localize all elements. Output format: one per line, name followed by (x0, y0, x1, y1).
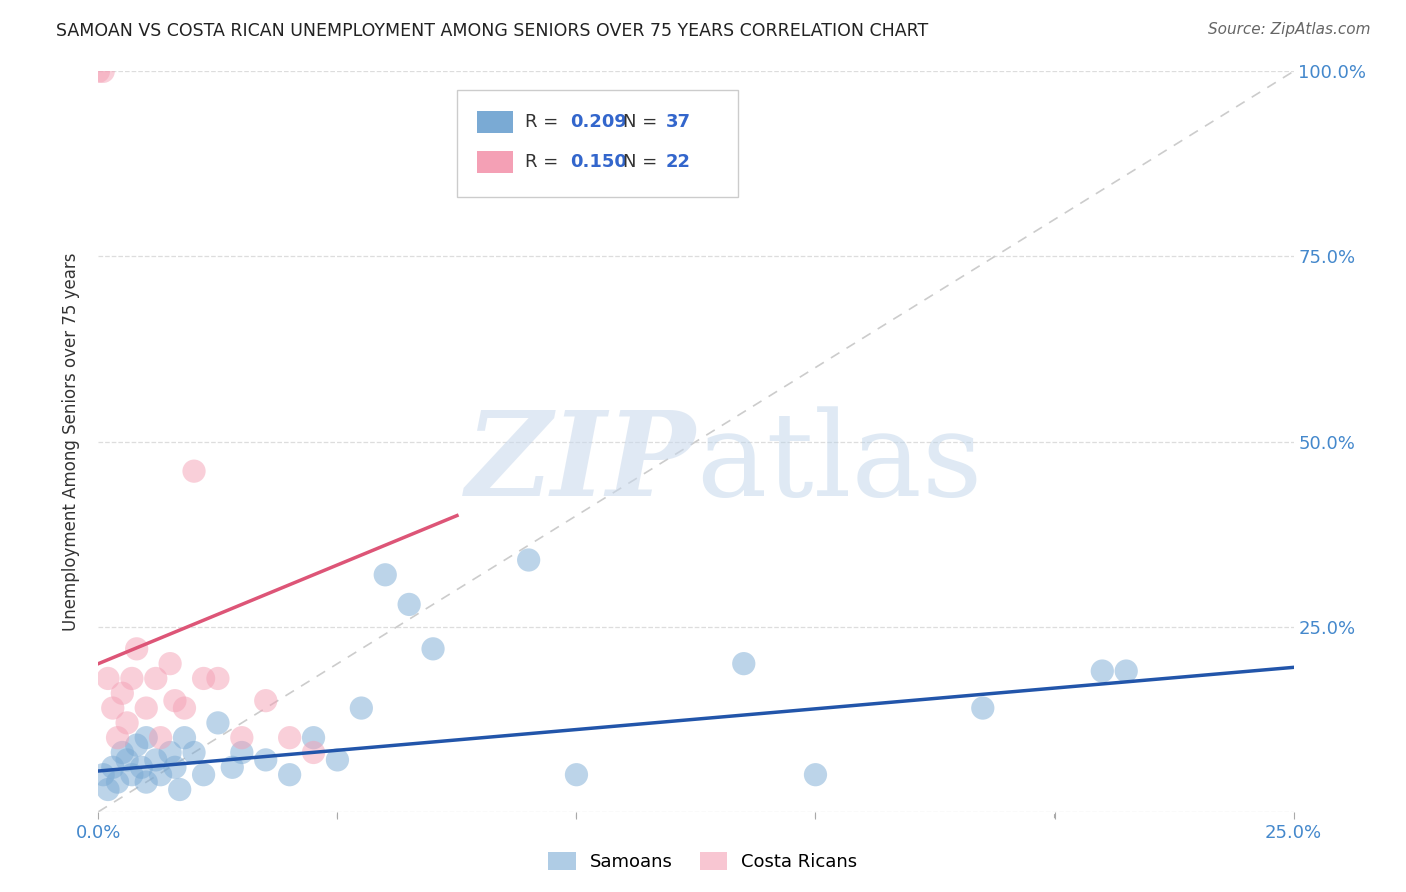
Point (159, 657, 181, 671)
Point (149, 731, 172, 745)
Point (121, 767, 143, 781)
Bar (477, 151, 513, 173)
Point (254, 753, 277, 767)
Point (135, 775, 157, 789)
Point (91, 64, 114, 78)
Text: 22: 22 (666, 153, 692, 170)
Legend: Samoans, Costa Ricans: Samoans, Costa Ricans (541, 846, 865, 879)
Point (183, 746, 205, 760)
Point (231, 731, 253, 745)
Point (87, 64, 110, 78)
Point (101, 701, 124, 715)
Point (135, 701, 157, 715)
Point (1115, 664, 1137, 678)
Text: Source: ZipAtlas.com: Source: ZipAtlas.com (1208, 22, 1371, 37)
Point (193, 767, 215, 781)
Text: 0.150: 0.150 (571, 153, 627, 170)
Point (207, 672, 229, 686)
Point (107, 731, 129, 745)
Point (804, 767, 827, 781)
Point (115, 715, 138, 730)
Point (302, 731, 325, 745)
Point (135, 731, 157, 745)
Point (374, 567, 396, 582)
Point (398, 598, 420, 612)
Point (733, 657, 755, 671)
Point (149, 767, 172, 781)
Point (1091, 664, 1114, 678)
Point (163, 694, 186, 708)
Point (173, 731, 195, 745)
Text: 0.209: 0.209 (571, 112, 627, 131)
FancyBboxPatch shape (457, 90, 738, 197)
Point (422, 641, 444, 656)
Point (565, 767, 588, 781)
Text: ZIP: ZIP (465, 406, 696, 521)
Point (107, 775, 129, 789)
Point (125, 641, 148, 656)
Point (183, 464, 205, 478)
Point (169, 782, 191, 797)
Text: N =: N = (623, 112, 664, 131)
Point (125, 738, 148, 752)
Point (111, 686, 134, 700)
Point (302, 746, 325, 760)
Text: R =: R = (524, 153, 564, 170)
Point (207, 715, 229, 730)
Point (115, 753, 138, 767)
Point (173, 701, 195, 715)
Bar (477, 111, 513, 133)
Point (111, 746, 134, 760)
Point (101, 760, 124, 774)
Point (163, 760, 186, 774)
Point (145, 753, 167, 767)
Point (159, 746, 181, 760)
Text: atlas: atlas (696, 407, 983, 521)
Point (517, 553, 540, 567)
Point (221, 760, 243, 774)
Point (231, 746, 253, 760)
Text: R =: R = (524, 112, 564, 131)
Text: SAMOAN VS COSTA RICAN UNEMPLOYMENT AMONG SENIORS OVER 75 YEARS CORRELATION CHART: SAMOAN VS COSTA RICAN UNEMPLOYMENT AMONG… (56, 22, 928, 40)
Point (97, 672, 120, 686)
Point (278, 731, 301, 745)
Point (326, 753, 349, 767)
Point (97, 782, 120, 797)
Point (145, 672, 167, 686)
Point (193, 672, 215, 686)
Point (91, 767, 114, 781)
Y-axis label: Unemployment Among Seniors over 75 years: Unemployment Among Seniors over 75 years (62, 252, 80, 631)
Point (278, 767, 301, 781)
Point (131, 760, 153, 774)
Point (121, 672, 143, 686)
Text: 37: 37 (666, 112, 692, 131)
Point (350, 701, 373, 715)
Text: N =: N = (623, 153, 664, 170)
Point (254, 694, 277, 708)
Point (972, 701, 994, 715)
